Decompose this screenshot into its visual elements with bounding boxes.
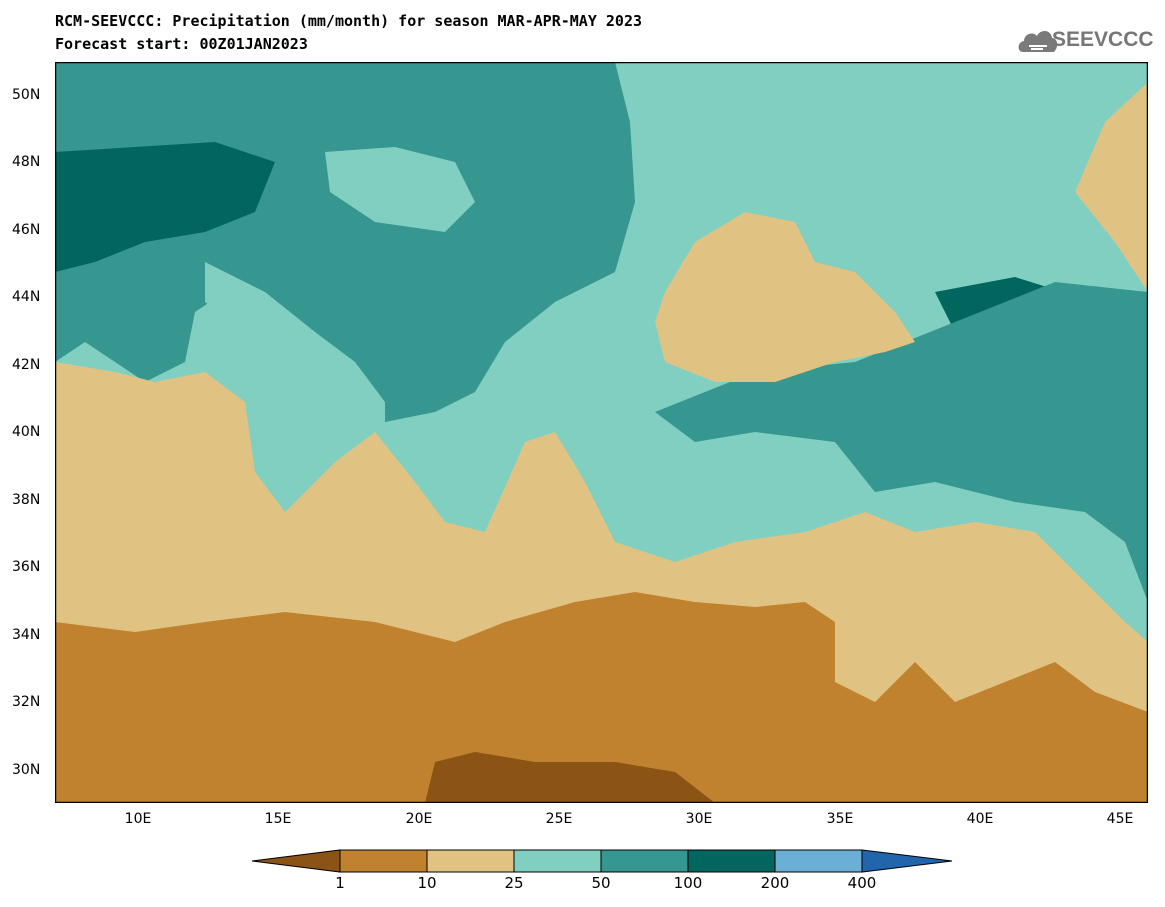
- precip-zone-200: [55, 142, 275, 272]
- colorbar-label: 50: [591, 874, 611, 892]
- seevccc-logo: SEEVCCC: [1052, 28, 1154, 51]
- colorbar-segment: [426, 849, 515, 873]
- colorbar-label: 25: [504, 874, 524, 892]
- lat-tick: 32N: [12, 694, 41, 710]
- lat-tick: 38N: [12, 492, 41, 508]
- precipitation-map: [55, 62, 1148, 803]
- lon-tick: 10E: [124, 811, 152, 827]
- precip-zone-50: [325, 147, 475, 232]
- lon-tick: 45E: [1106, 811, 1134, 827]
- forecast-start-subtitle: Forecast start: 00Z01JAN2023: [55, 35, 308, 53]
- lat-tick: 34N: [12, 627, 41, 643]
- precip-zone-100: [655, 282, 1148, 602]
- lat-tick: 42N: [12, 357, 41, 373]
- lon-tick: 40E: [966, 811, 994, 827]
- colorbar-segment: [687, 849, 776, 873]
- colorbar: [251, 849, 953, 873]
- cloud-icon: [1018, 30, 1058, 52]
- colorbar-segment: [600, 849, 689, 873]
- lon-tick: 15E: [264, 811, 292, 827]
- precip-zone-25: [655, 212, 915, 382]
- map-frame: [55, 62, 1148, 803]
- precip-zone-1: [425, 752, 715, 803]
- precip-zone-10: [55, 592, 1148, 803]
- colorbar-segment: [513, 849, 602, 873]
- colorbar-label: 10: [417, 874, 437, 892]
- lat-tick: 30N: [12, 762, 41, 778]
- colorbar-segment: [251, 849, 341, 873]
- colorbar-label: 100: [673, 874, 703, 892]
- lon-tick: 30E: [685, 811, 713, 827]
- lat-tick: 50N: [12, 87, 41, 103]
- lat-tick: 40N: [12, 424, 41, 440]
- colorbar-segment: [339, 849, 428, 873]
- lon-tick: 35E: [826, 811, 854, 827]
- lat-tick: 36N: [12, 559, 41, 575]
- colorbar-segment: [774, 849, 863, 873]
- lat-tick: 48N: [12, 154, 41, 170]
- lat-tick: 44N: [12, 289, 41, 305]
- colorbar-label: 1: [335, 874, 345, 892]
- colorbar-segment: [861, 849, 953, 873]
- map-title: RCM-SEEVCCC: Precipitation (mm/month) fo…: [55, 12, 642, 30]
- precip-zone-25: [1075, 82, 1148, 292]
- lat-tick: 46N: [12, 222, 41, 238]
- precip-zone-50: [205, 262, 385, 432]
- lon-tick: 20E: [405, 811, 433, 827]
- lon-tick: 25E: [545, 811, 573, 827]
- colorbar-label: 200: [760, 874, 790, 892]
- colorbar-label: 400: [847, 874, 877, 892]
